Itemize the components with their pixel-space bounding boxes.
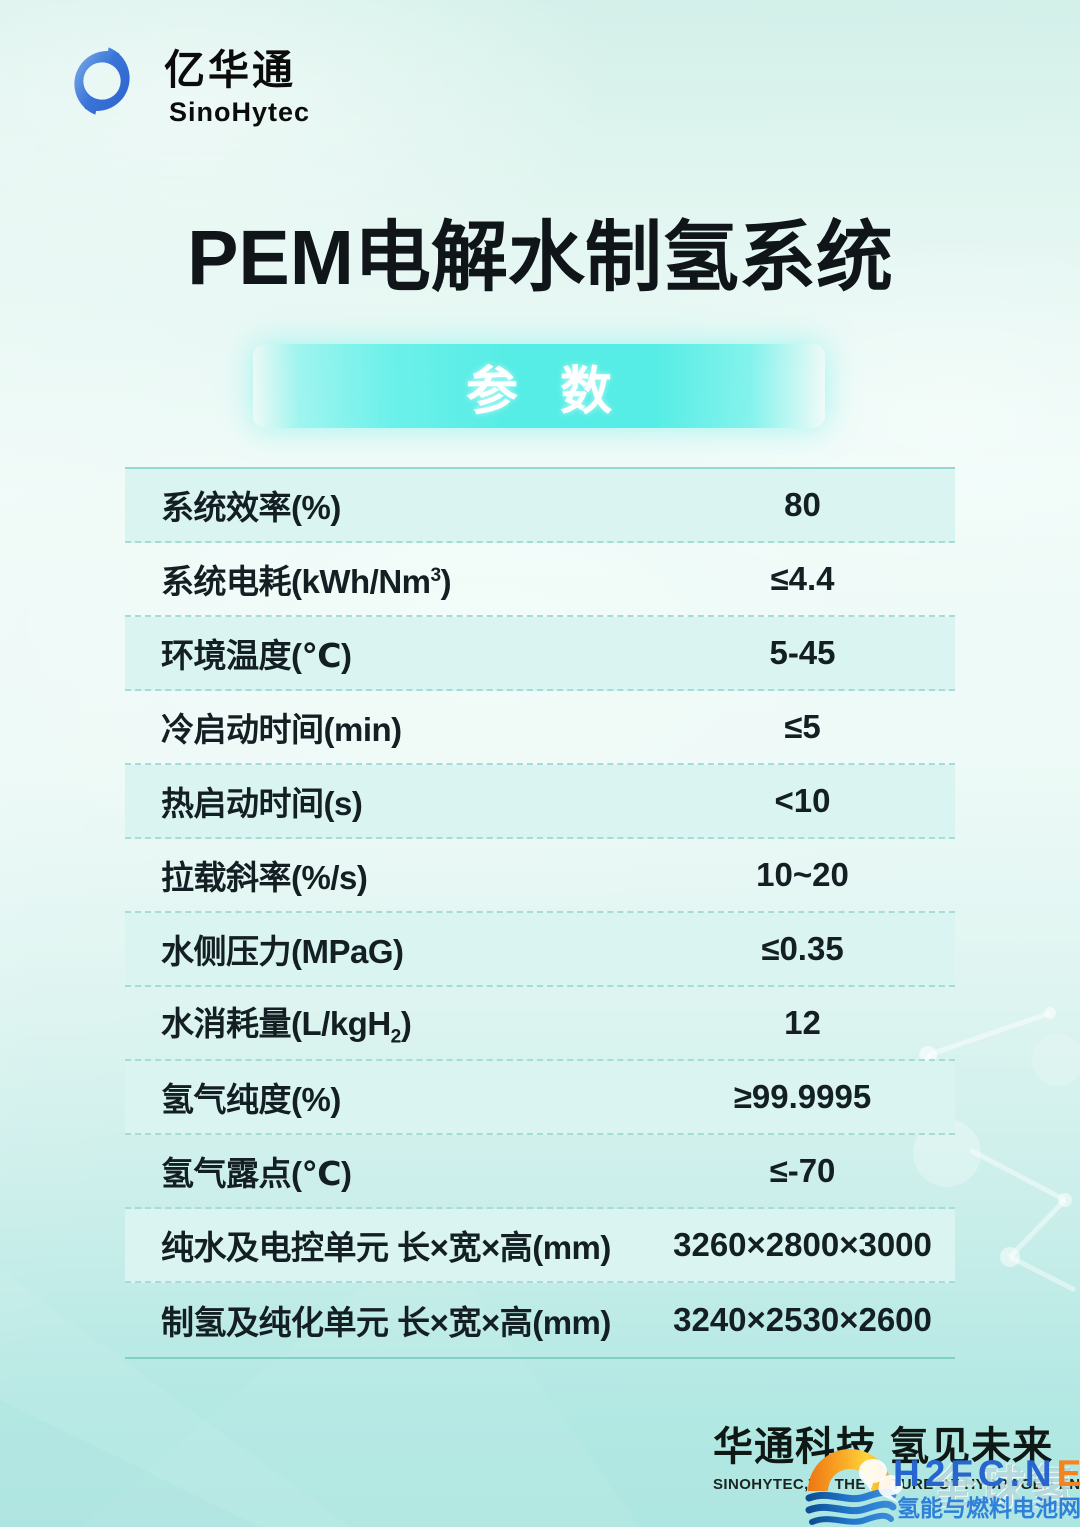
spec-table-row: 氢气纯度(%) ≥99.9995 (125, 1061, 955, 1135)
brand-header: 亿华通 SinoHytec (60, 42, 310, 128)
spec-table-row: 系统电耗(kWh/Nm3) ≤4.4 (125, 543, 955, 617)
spec-label: 纯水及电控单元 长×宽×高(mm) (161, 1229, 611, 1266)
watermark: 全球氢能 H2FC. (795, 1443, 1080, 1527)
spec-label: 水侧压力(MPaG) (161, 933, 404, 970)
spec-label: 拉载斜率(%/s) (161, 859, 368, 896)
brand-name-cn: 亿华通 (164, 47, 296, 93)
spec-value: ≤4.4 (770, 560, 835, 597)
footer-slogan-cn: 华通科技 氢见未来 (713, 1425, 1054, 1469)
spec-label: 氢气露点(℃) (161, 1155, 352, 1192)
chat-bubbles-icon (858, 1459, 903, 1503)
spec-value: <10 (774, 782, 831, 819)
spec-table-row: 氢气露点(℃) ≤-70 (125, 1135, 955, 1209)
spec-value: 3260×2800×3000 (673, 1226, 932, 1263)
brand-name-en: SinoHytec (169, 97, 311, 128)
spec-table-row: 环境温度(℃) 5-45 (125, 617, 955, 691)
sinohytec-swirl-logo-icon (74, 47, 130, 115)
spec-label: 热启动时间(s) (161, 785, 363, 822)
spec-table: 系统效率(%) 80 系统电耗(kWh/Nm3) ≤4.4 环境温度(℃) 5-… (125, 467, 955, 1359)
site-name-blue: H2FC.N (893, 1453, 1057, 1494)
spec-value: 5-45 (769, 634, 836, 671)
section-banner: 参数 (253, 344, 825, 428)
spec-value: 3240×2530×2600 (673, 1301, 932, 1338)
spec-value: 12 (784, 1004, 821, 1041)
watermark-ghost-text: 全球氢能 (930, 1462, 1080, 1513)
brand-text-block: 亿华通 SinoHytec (164, 42, 310, 128)
section-banner-label: 参数 (465, 362, 654, 421)
spec-table-row: 热启动时间(s) <10 (125, 765, 955, 839)
page-title: PEM电解水制氢系统 (187, 215, 893, 301)
spec-label: 制氢及纯化单元 长×宽×高(mm) (161, 1304, 611, 1341)
spec-table-row: 系统效率(%) 80 (125, 469, 955, 543)
spec-value: ≤5 (784, 708, 821, 745)
site-name-orange: ET (1056, 1453, 1080, 1494)
spec-label: 氢气纯度(%) (161, 1081, 341, 1118)
spec-table-row: 水消耗量(L/kgH2) 12 (125, 987, 955, 1061)
spec-table-row: 拉载斜率(%/s) 10~20 (125, 839, 955, 913)
spec-value: ≥99.9995 (733, 1078, 872, 1115)
watermark-caption: 氢能与燃料电池网 (897, 1495, 1080, 1521)
spec-table-row: 冷启动时间(min) ≤5 (125, 691, 955, 765)
spec-value: 80 (784, 486, 821, 523)
spec-label: 系统电耗(kWh/Nm3) (161, 563, 452, 600)
spec-label: 环境温度(℃) (161, 637, 352, 674)
watermark-site-name: H2FC.NET (893, 1453, 1080, 1495)
spec-table-row: 水侧压力(MPaG) ≤0.35 (125, 913, 955, 987)
spec-label: 冷启动时间(min) (161, 711, 402, 748)
spec-table-row: 制氢及纯化单元 长×宽×高(mm) 3240×2530×2600 (125, 1283, 955, 1357)
spec-label: 水消耗量(L/kgH2) (161, 1005, 412, 1048)
spec-value: ≤0.35 (761, 930, 844, 967)
spec-value: 10~20 (756, 856, 849, 893)
spec-label: 系统效率(%) (161, 489, 341, 526)
spec-table-row: 纯水及电控单元 长×宽×高(mm) 3260×2800×3000 (125, 1209, 955, 1283)
spec-value: ≤-70 (769, 1152, 836, 1189)
